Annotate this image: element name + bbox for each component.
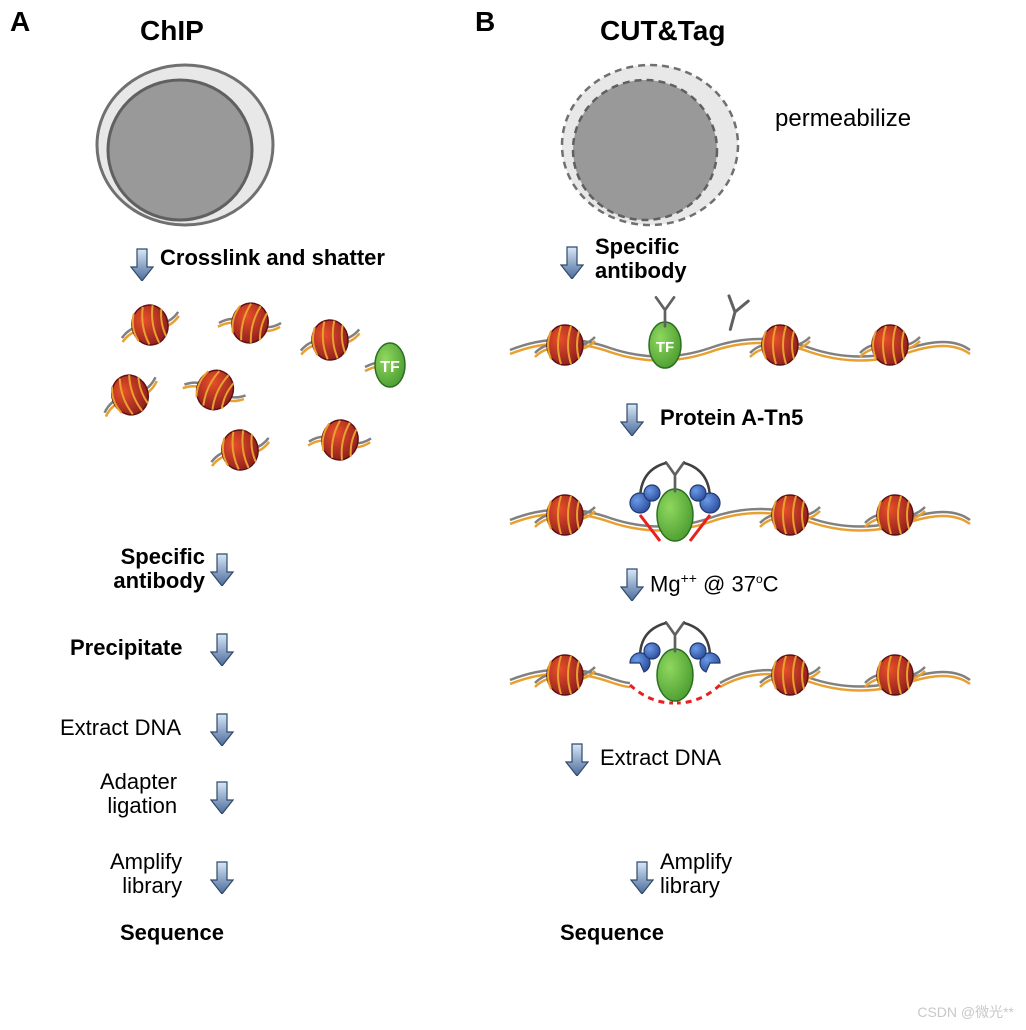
- arrow-a3: [210, 630, 234, 666]
- arrow-b3: [620, 565, 644, 601]
- panel-a-letter: A: [10, 6, 30, 38]
- panel-a-cell: [90, 50, 290, 230]
- step-a3-label: Precipitate: [70, 635, 183, 661]
- panel-a-final: Sequence: [120, 920, 224, 946]
- panel-b-letter: B: [475, 6, 495, 38]
- step-b1-label: Specific antibody: [595, 235, 687, 283]
- panel-b-cell: [555, 50, 755, 230]
- panel-a-title: ChIP: [140, 15, 204, 47]
- arrow-b1: [560, 243, 584, 279]
- arrow-b2: [620, 400, 644, 436]
- step-b4-label: Extract DNA: [600, 745, 721, 771]
- step-a6-label: Amplify library: [110, 850, 182, 898]
- step-a4-label: Extract DNA: [60, 715, 181, 741]
- step-a5-label: Adapter ligation: [100, 770, 177, 818]
- cuttag-row3: [490, 605, 990, 720]
- arrow-a1: [130, 245, 154, 281]
- arrow-a6: [210, 858, 234, 894]
- panel-b-title: CUT&Tag: [600, 15, 725, 47]
- step-a1-label: Crosslink and shatter: [160, 245, 385, 271]
- cuttag-row2: [490, 445, 990, 560]
- svg-text:TF: TF: [380, 359, 400, 376]
- watermark: CSDN @微光**: [917, 1002, 1014, 1022]
- permeabilize-label: permeabilize: [775, 105, 911, 133]
- arrow-b4: [565, 740, 589, 776]
- step-a2-label: Specific antibody: [75, 545, 205, 593]
- arrow-a2: [210, 550, 234, 586]
- step-b2-label: Protein A-Tn5: [660, 405, 803, 431]
- arrow-a5: [210, 778, 234, 814]
- cuttag-row1: TF: [490, 290, 990, 390]
- panel-b-final: Sequence: [560, 920, 664, 946]
- arrow-a4: [210, 710, 234, 746]
- step-b5-label: Amplify library: [660, 850, 732, 898]
- step-b3-label: Mg++ @ 37oC: [650, 570, 779, 597]
- chip-fragments: TF: [40, 285, 460, 485]
- svg-text:TF: TF: [656, 339, 674, 356]
- arrow-b5: [630, 858, 654, 894]
